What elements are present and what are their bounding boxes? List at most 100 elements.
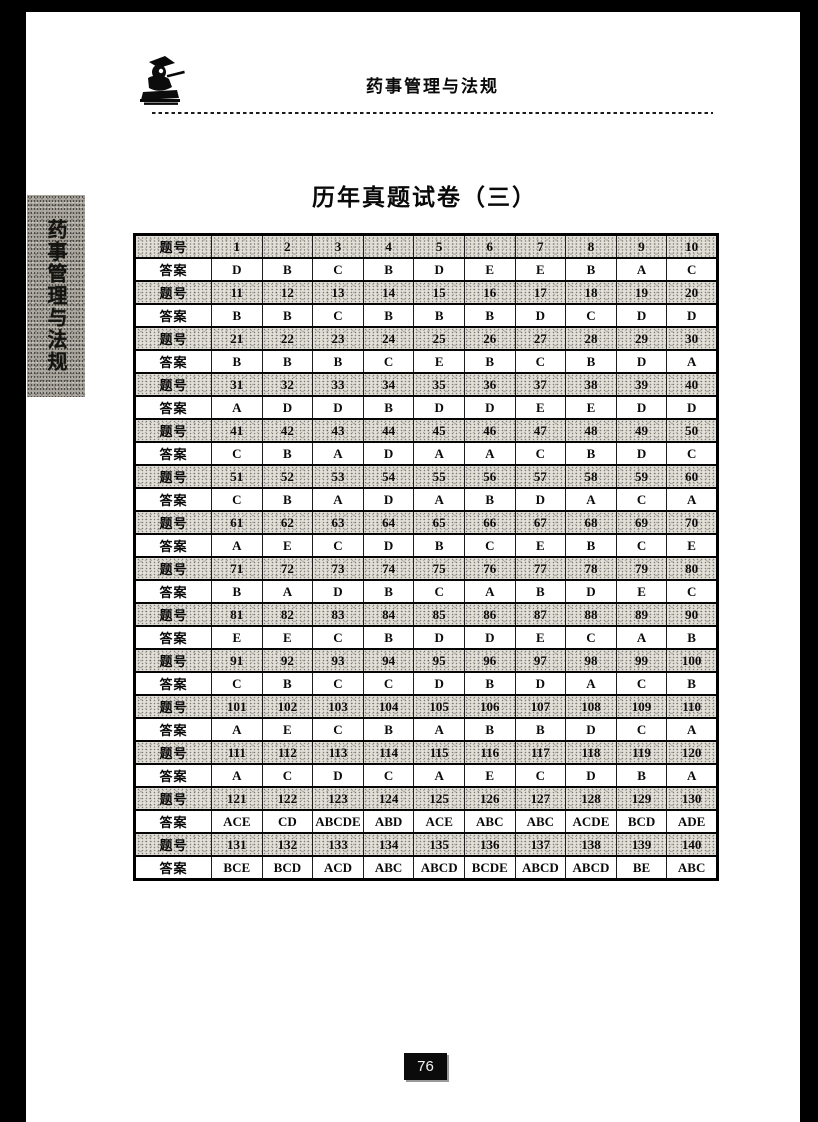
question-number-cell: 33 xyxy=(312,372,364,397)
answer-cell: E xyxy=(261,717,314,742)
question-number-cell: 7 xyxy=(514,233,567,259)
question-number-cell: 103 xyxy=(312,694,364,719)
answer-cell: ABCD xyxy=(514,855,567,881)
question-number-cell: 15 xyxy=(413,280,465,305)
question-number-cell: 18 xyxy=(565,280,617,305)
question-number-cell: 16 xyxy=(463,280,516,305)
answer-cell: ACE xyxy=(211,809,263,834)
question-number-cell: 12 xyxy=(261,280,314,305)
question-number-cell: 3 xyxy=(312,233,364,259)
question-number-cell: 140 xyxy=(666,832,718,857)
side-tab-label: 药事管理与法规 xyxy=(44,219,68,373)
question-number-cell: 126 xyxy=(463,786,516,811)
answer-cell: E xyxy=(463,257,516,282)
answer-cell: A xyxy=(211,717,263,742)
row-label: 题号 xyxy=(134,694,212,719)
question-number-cell: 56 xyxy=(463,464,516,489)
answer-cell: B xyxy=(362,303,415,328)
question-number-cell: 11 xyxy=(211,280,263,305)
question-number-cell: 47 xyxy=(514,418,567,443)
question-number-cell: 93 xyxy=(312,648,364,673)
answer-cell: B xyxy=(463,671,516,696)
answer-cell: BCD xyxy=(615,809,668,834)
answer-cell: A xyxy=(413,763,465,788)
question-number-cell: 51 xyxy=(211,464,263,489)
answer-cell: D xyxy=(514,303,567,328)
question-number-cell: 94 xyxy=(362,648,415,673)
question-number-cell: 25 xyxy=(413,326,465,351)
row-label: 答案 xyxy=(134,579,212,604)
page-number-badge: 76 xyxy=(404,1053,447,1080)
question-number-cell: 40 xyxy=(666,372,718,397)
row-label: 答案 xyxy=(134,487,212,512)
question-number-cell: 35 xyxy=(413,372,465,397)
question-number-cell: 89 xyxy=(615,602,668,627)
answer-cell: B xyxy=(565,441,617,466)
question-number-row: 题号 71 72 73 74 75 76 77 78 79 80 xyxy=(134,556,718,581)
answer-cell: B xyxy=(565,533,617,558)
question-number-row: 题号 31 32 33 34 35 36 37 38 39 40 xyxy=(134,372,718,397)
answer-row: 答案 B B C B B B D C D D xyxy=(134,303,718,328)
question-number-cell: 57 xyxy=(514,464,567,489)
answer-cell: D xyxy=(514,487,567,512)
question-number-cell: 130 xyxy=(666,786,718,811)
question-number-cell: 82 xyxy=(261,602,314,627)
row-label: 题号 xyxy=(134,740,212,765)
question-number-row: 题号 131 132 133 134 135 136 137 138 139 140 xyxy=(134,832,718,857)
answer-cell: B xyxy=(211,579,263,604)
answer-cell: D xyxy=(413,671,465,696)
question-number-cell: 84 xyxy=(362,602,415,627)
answer-cell: B xyxy=(362,395,415,420)
question-number-cell: 70 xyxy=(666,510,718,535)
answer-cell: BCD xyxy=(261,855,314,881)
question-number-cell: 44 xyxy=(362,418,415,443)
answer-cell: D xyxy=(615,303,668,328)
question-number-cell: 112 xyxy=(261,740,314,765)
row-label: 答案 xyxy=(134,533,212,558)
question-number-cell: 107 xyxy=(514,694,567,719)
question-number-cell: 45 xyxy=(413,418,465,443)
answer-cell: B xyxy=(362,257,415,282)
question-number-cell: 88 xyxy=(565,602,617,627)
answer-cell: C xyxy=(362,671,415,696)
question-number-cell: 85 xyxy=(413,602,465,627)
answer-cell: C xyxy=(211,487,263,512)
question-number-cell: 102 xyxy=(261,694,314,719)
question-number-cell: 109 xyxy=(615,694,668,719)
answer-cell: D xyxy=(312,579,364,604)
question-number-cell: 131 xyxy=(211,832,263,857)
answer-cell: A xyxy=(413,487,465,512)
answer-cell: B xyxy=(362,717,415,742)
answer-cell: B xyxy=(261,441,314,466)
answer-cell: ABC xyxy=(362,855,415,881)
row-label: 答案 xyxy=(134,441,212,466)
question-number-row: 题号 61 62 63 64 65 66 67 68 69 70 xyxy=(134,510,718,535)
answer-cell: D xyxy=(211,257,263,282)
question-number-cell: 135 xyxy=(413,832,465,857)
answer-cell: C xyxy=(565,303,617,328)
answer-cell: D xyxy=(666,303,718,328)
question-number-cell: 17 xyxy=(514,280,567,305)
question-number-cell: 8 xyxy=(565,233,617,259)
question-number-cell: 121 xyxy=(211,786,263,811)
answer-cell: E xyxy=(413,349,465,374)
question-number-cell: 83 xyxy=(312,602,364,627)
question-number-cell: 21 xyxy=(211,326,263,351)
question-number-cell: 101 xyxy=(211,694,263,719)
answer-cell: E xyxy=(514,625,567,650)
question-number-row: 题号 81 82 83 84 85 86 87 88 89 90 xyxy=(134,602,718,627)
question-number-row: 题号 51 52 53 54 55 56 57 58 59 60 xyxy=(134,464,718,489)
answer-cell: ABCD xyxy=(565,855,617,881)
question-number-cell: 119 xyxy=(615,740,668,765)
answer-cell: C xyxy=(312,671,364,696)
answer-cell: C xyxy=(362,763,415,788)
answer-cell: C xyxy=(211,671,263,696)
question-number-cell: 91 xyxy=(211,648,263,673)
question-number-cell: 23 xyxy=(312,326,364,351)
answer-cell: BCE xyxy=(211,855,263,881)
answer-cell: D xyxy=(565,579,617,604)
row-label: 题号 xyxy=(134,418,212,443)
answer-row: 答案 C B C C D B D A C B xyxy=(134,671,718,696)
question-number-cell: 99 xyxy=(615,648,668,673)
answer-cell: B xyxy=(463,303,516,328)
